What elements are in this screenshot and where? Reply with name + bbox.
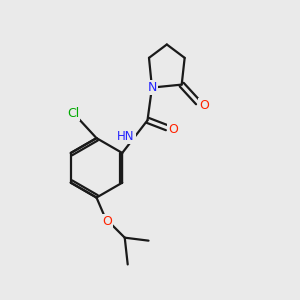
Text: N: N: [147, 81, 157, 94]
Text: O: O: [102, 215, 112, 228]
Text: HN: HN: [117, 130, 135, 143]
Text: O: O: [199, 99, 209, 112]
Text: Cl: Cl: [67, 107, 80, 120]
Text: O: O: [168, 123, 178, 136]
